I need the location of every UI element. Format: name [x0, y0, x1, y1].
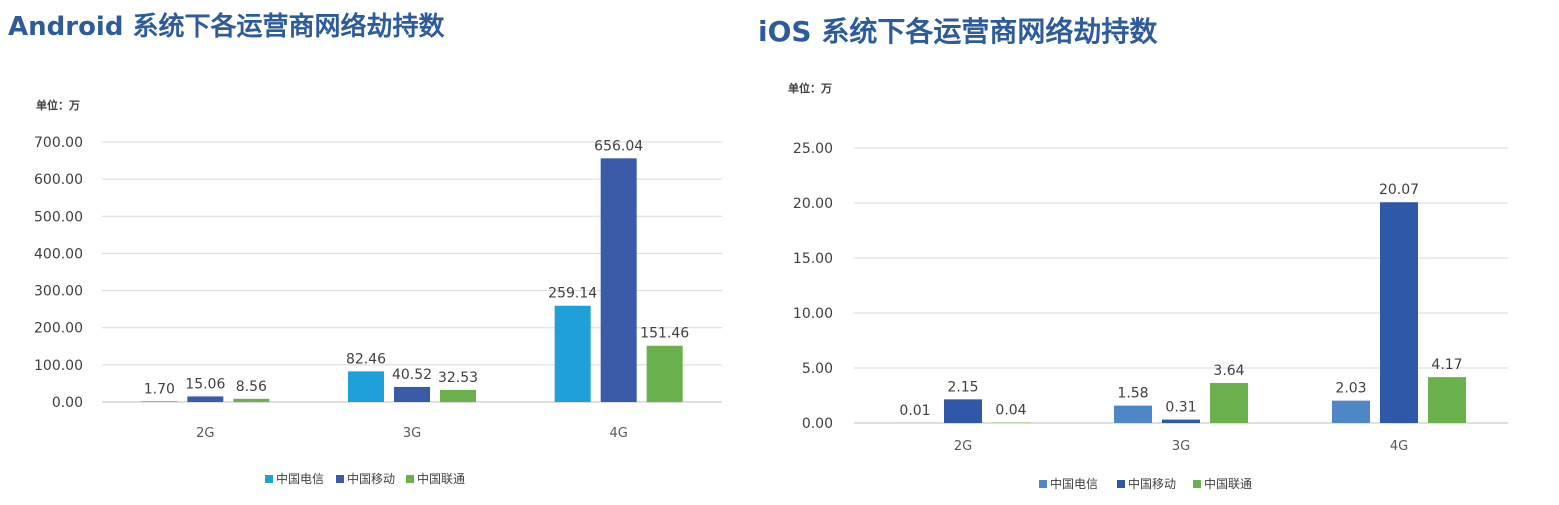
- android-bar-3G-中国移动: [394, 386, 430, 402]
- ios-bar-4G-中国电信: [1332, 400, 1370, 423]
- ios-data-label: 20.07: [1379, 182, 1419, 198]
- android-data-label: 40.52: [392, 367, 432, 383]
- ios-bar-3G-中国电信: [1114, 405, 1152, 423]
- ios-category-label: 3G: [1172, 439, 1190, 454]
- ios-y-tick-label: 15.00: [793, 251, 833, 267]
- android-legend-label: 中国联通: [417, 471, 465, 486]
- ios-y-tick-label: 0.00: [802, 416, 833, 432]
- ios-legend-label: 中国移动: [1128, 476, 1176, 491]
- android-legend-label: 中国移动: [347, 471, 395, 486]
- ios-data-label: 2.15: [947, 379, 978, 395]
- android-y-tick-label: 400.00: [34, 246, 83, 262]
- android-unit-label: 单位：万: [36, 98, 80, 112]
- android-legend-swatch: [406, 475, 414, 483]
- android-bar-4G-中国移动: [600, 158, 637, 402]
- android-y-tick-label: 100.00: [34, 358, 83, 374]
- ios-bar-2G-中国移动: [944, 399, 982, 423]
- ios-data-label: 0.04: [995, 403, 1026, 419]
- ios-y-tick-label: 10.00: [793, 306, 833, 322]
- android-bar-4G-中国电信: [554, 305, 591, 402]
- android-bar-chart: 单位：万 0.00 100.00 200.00 300.00 400.00 500.00 60…: [34, 98, 722, 486]
- ios-data-label: 4.17: [1431, 357, 1462, 373]
- ios-data-label: 0.31: [1165, 400, 1196, 416]
- android-bar-3G-中国电信: [348, 371, 384, 402]
- ios-bar-4G-中国移动: [1380, 202, 1418, 423]
- ios-chart-panel: iOS 系统下各运营商网络劫持数 单位：万 0.00 5.00 10.00 15.00 2…: [750, 0, 1559, 505]
- android-bar-3G-中国联通: [440, 389, 476, 402]
- ios-chart-title: iOS 系统下各运营商网络劫持数: [758, 15, 1158, 48]
- ios-bar-chart: 单位：万 0.00 5.00 10.00 15.00 20.00 25.00 0.01 2.15…: [788, 81, 1508, 491]
- android-data-label: 656.04: [594, 138, 643, 154]
- ios-bar-3G-中国联通: [1210, 382, 1248, 423]
- android-bar-4G-中国联通: [646, 345, 683, 402]
- android-bar-2G-中国移动: [187, 396, 224, 402]
- android-data-label: 32.53: [438, 370, 478, 386]
- android-data-label: 8.56: [236, 379, 267, 395]
- ios-data-label: 3.64: [1213, 363, 1244, 379]
- ios-y-tick-label: 25.00: [793, 141, 833, 157]
- android-legend-swatch: [265, 475, 273, 483]
- android-data-label: 1.70: [144, 381, 175, 397]
- ios-bar-3G-中国移动: [1162, 419, 1200, 423]
- android-data-label: 259.14: [548, 286, 597, 302]
- android-y-tick-label: 200.00: [34, 321, 83, 337]
- ios-data-label: 2.03: [1335, 381, 1366, 397]
- android-category-label: 3G: [403, 426, 421, 441]
- android-y-tick-label: 500.00: [34, 209, 83, 225]
- ios-legend-swatch: [1193, 480, 1201, 488]
- ios-category-label: 4G: [1390, 439, 1408, 454]
- ios-y-tick-label: 20.00: [793, 196, 833, 212]
- android-bar-2G-中国电信: [141, 401, 178, 402]
- android-chart-panel: Android 系统下各运营商网络劫持数 单位：万 0.00 100.00 200.0…: [0, 0, 740, 505]
- android-y-tick-label: 700.00: [34, 135, 83, 151]
- ios-y-tick-label: 5.00: [802, 361, 833, 377]
- ios-legend-swatch: [1117, 480, 1125, 488]
- android-y-tick-label: 0.00: [52, 395, 83, 411]
- android-y-tick-label: 600.00: [34, 172, 83, 188]
- android-category-label: 4G: [609, 426, 627, 441]
- ios-data-label: 0.01: [899, 403, 930, 419]
- android-category-label: 2G: [196, 426, 214, 441]
- android-data-label: 15.06: [185, 376, 225, 392]
- ios-unit-label: 单位：万: [788, 81, 832, 95]
- android-legend-label: 中国电信: [276, 471, 324, 486]
- android-chart-title: Android 系统下各运营商网络劫持数: [8, 12, 445, 42]
- android-data-label: 82.46: [346, 351, 386, 367]
- android-legend-swatch: [336, 475, 344, 483]
- android-bar-2G-中国联通: [233, 398, 270, 402]
- android-data-label: 151.46: [640, 326, 689, 342]
- ios-legend-label: 中国联通: [1204, 476, 1252, 491]
- ios-legend-swatch: [1039, 480, 1047, 488]
- ios-legend-label: 中国电信: [1050, 476, 1098, 491]
- ios-bar-4G-中国联通: [1428, 377, 1466, 423]
- android-y-tick-label: 300.00: [34, 284, 83, 300]
- ios-data-label: 1.58: [1117, 386, 1148, 402]
- ios-category-label: 2G: [954, 439, 972, 454]
